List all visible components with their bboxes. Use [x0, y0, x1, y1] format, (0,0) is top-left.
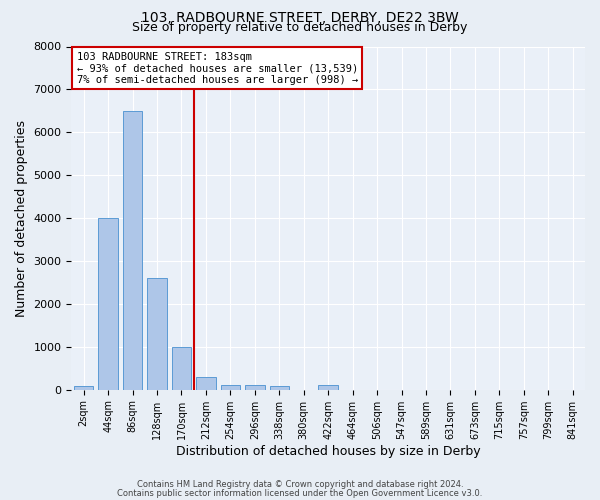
Bar	[98, 218, 118, 390]
Text: Contains HM Land Registry data © Crown copyright and database right 2024.: Contains HM Land Registry data © Crown c…	[137, 480, 463, 489]
Bar	[147, 278, 167, 390]
Text: 103, RADBOURNE STREET, DERBY, DE22 3BW: 103, RADBOURNE STREET, DERBY, DE22 3BW	[141, 11, 459, 25]
Text: Contains public sector information licensed under the Open Government Licence v3: Contains public sector information licen…	[118, 488, 482, 498]
Bar	[319, 386, 338, 390]
X-axis label: Distribution of detached houses by size in Derby: Distribution of detached houses by size …	[176, 444, 481, 458]
Text: Size of property relative to detached houses in Derby: Size of property relative to detached ho…	[133, 21, 467, 34]
Bar	[221, 384, 240, 390]
Bar	[172, 347, 191, 390]
Bar	[123, 111, 142, 390]
Bar	[245, 386, 265, 390]
Bar	[196, 377, 215, 390]
Y-axis label: Number of detached properties: Number of detached properties	[15, 120, 28, 316]
Bar	[269, 386, 289, 390]
Bar	[74, 386, 94, 390]
Text: 103 RADBOURNE STREET: 183sqm
← 93% of detached houses are smaller (13,539)
7% of: 103 RADBOURNE STREET: 183sqm ← 93% of de…	[77, 52, 358, 85]
